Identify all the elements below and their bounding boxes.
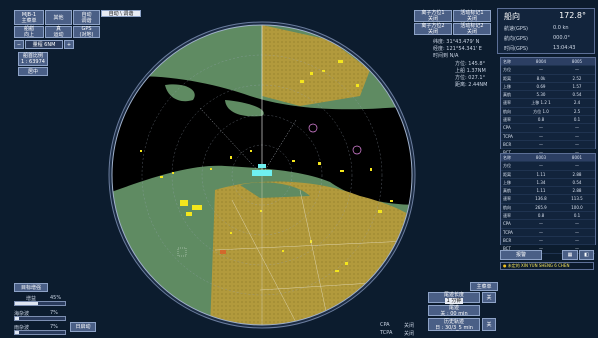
trail-button[interactable]: 尾迹 关 : 00 min [428, 304, 480, 317]
scale-ratio-button[interactable]: 船首比例 1 : 63974 [18, 52, 48, 66]
table-row[interactable]: 航向 265.9 100.0 [501, 204, 595, 213]
table-header: 名称 8004 8005 [501, 58, 595, 67]
table-row[interactable]: BCR — — [501, 237, 595, 246]
table-row[interactable]: BCT—— [501, 245, 595, 254]
cpa-label: CPA [380, 322, 390, 328]
ebl2-button[interactable]: 离子方位2 关闭 [414, 23, 452, 35]
cpa-value: 关闭 [404, 323, 415, 329]
table-row[interactable]: TCPA — — [501, 229, 595, 237]
close-x-button[interactable]: 关 [482, 292, 496, 303]
heading-row: 航速(GPS) [504, 26, 528, 32]
table-header: 名称 8003 8001 [501, 154, 595, 163]
ebl1-button[interactable]: 离子方位1 关闭 [414, 10, 452, 22]
table-row[interactable]: 速率 136.8 113.5 [501, 195, 595, 204]
table-row[interactable]: 方位 — — [501, 66, 595, 75]
amplify-button[interactable]: 日启动 [70, 322, 96, 332]
gain-label: 增益 [26, 296, 37, 302]
cursor-distance: 距离: 2.44NM [455, 82, 488, 88]
target-table-1: 名称 8004 8005 方位 — — 距离 8.0k 2.52 上移 0.69 1.57 真航… [500, 57, 596, 158]
rain-clutter-value: 7% [50, 324, 58, 330]
heading-row: 航向(GPS) [504, 36, 528, 42]
panel-toggle-button[interactable]: ◧ [579, 250, 594, 260]
range-plus-button[interactable]: + [64, 40, 74, 49]
table-row[interactable]: 航向 方位 1.0 2.5 [501, 108, 595, 117]
bottom-main-menu-button[interactable]: 主菜单 [470, 282, 498, 291]
center-button[interactable]: 居中 [18, 67, 48, 76]
heading-panel: 船向 172.8° 航速(GPS) 0.0 kn 航向(GPS) 000.0° … [497, 8, 595, 54]
vrm2-button[interactable]: 活动标记2 关闭 [453, 23, 491, 35]
sea-clutter-label: 海杂波 [14, 311, 30, 317]
table-row[interactable]: 真航 5.30 0.54 [501, 91, 595, 100]
cursor-range: 上船 1.37NM [455, 68, 486, 74]
range-value: 量程 6NM [25, 40, 63, 49]
rain-clutter-label: 雨杂波 [14, 325, 30, 331]
table-row[interactable]: 真航 1.11 2.88 [501, 187, 595, 196]
trail-label: 尾迹 [448, 304, 459, 311]
sea-clutter-slider[interactable] [14, 316, 66, 321]
trail-length-label: 尾迹长度 [443, 291, 464, 298]
table-row[interactable]: 上移 1.34 0.54 [501, 179, 595, 188]
table-row[interactable]: 速率 0.8 0.1 [501, 116, 595, 125]
heading-row-value: 000.0° [553, 35, 570, 41]
cursor-bearing2: 方位: 027.1° [455, 75, 486, 81]
history-value: 日 : 30/3_5 min [435, 324, 473, 331]
table-row[interactable]: 方位 — — [501, 162, 595, 171]
mode-indicator: 自动 \ 调谐 [101, 10, 141, 17]
table-row[interactable]: BCR — — [501, 141, 595, 150]
vrm1-button[interactable]: 活动标记1 关闭 [453, 10, 491, 22]
target-enhance-button[interactable]: 目标增强 [14, 283, 48, 292]
main-menu-button[interactable]: MJB-1 主菜单 [14, 10, 44, 25]
heading-row-value: 13:04:43 [553, 45, 576, 51]
target-table-2: 名称 8003 8001 方位 — — 距离 1.11 2.88 上移 1.34 0.54 真航… [500, 153, 596, 254]
table-row[interactable]: 距离 1.11 2.88 [501, 171, 595, 179]
cursor-lon: 经度: 121°54.341' E [433, 46, 482, 52]
heading-label: 船向 [504, 12, 520, 21]
heading-row: 时间(GPS) [504, 46, 528, 52]
table-row[interactable]: CPA — — [501, 220, 595, 229]
table-row[interactable]: 速率 0.8 0.1 [501, 212, 595, 221]
table-row[interactable]: CPA — — [501, 124, 595, 133]
gain-slider[interactable] [14, 301, 66, 306]
heading-row-value: 0.0 kn [553, 25, 569, 31]
true-motion-button[interactable]: 真 运动 [45, 26, 72, 38]
trail-length-value: 1 分钟 [444, 297, 464, 304]
heading-value: 172.8° [559, 11, 586, 20]
head-up-button[interactable]: 船艏 向上 [14, 26, 44, 38]
history-off-button[interactable]: 关 [482, 318, 496, 331]
other-button[interactable]: 其他 [45, 10, 72, 25]
auto-tune-button[interactable]: 自动 调谐 [73, 10, 100, 25]
table-row[interactable]: TCPA — — [501, 133, 595, 141]
cursor-time: 时间到 N/A [433, 53, 459, 59]
alarm-button[interactable]: 报警 [500, 250, 542, 260]
warning-icon: ● [503, 263, 507, 268]
cursor-bearing: 方位: 145.8° [455, 61, 486, 67]
table-row[interactable]: 上移 0.69 1.57 [501, 83, 595, 92]
history-track-button[interactable]: 历史轨迹 日 : 30/3_5 min [428, 318, 480, 331]
alarm-message: ● 未定的 XIN YUN SHENG 6 CHEN [500, 262, 594, 270]
range-minus-button[interactable]: − [14, 40, 24, 49]
cursor-lat: 纬度: 31°43.479' N [433, 39, 480, 45]
sea-clutter-value: 7% [50, 310, 58, 316]
gps-source-button[interactable]: GPS (对地) [73, 26, 100, 38]
trail-value: 关 : 00 min [440, 310, 468, 317]
rain-clutter-slider[interactable] [14, 330, 66, 335]
history-label: 历史轨迹 [443, 318, 464, 325]
list-view-button[interactable]: ▦ [562, 250, 578, 260]
table-row[interactable]: 距离 8.0k 2.52 [501, 75, 595, 83]
tcpa-label: TCPA [380, 330, 393, 336]
gain-value: 45% [50, 295, 62, 301]
tcpa-value: 关闭 [404, 331, 415, 337]
trail-length-button[interactable]: 尾迹长度 1 分钟 [428, 291, 480, 304]
table-row[interactable]: 速率 上移 1.2 1 2.4 [501, 99, 595, 108]
